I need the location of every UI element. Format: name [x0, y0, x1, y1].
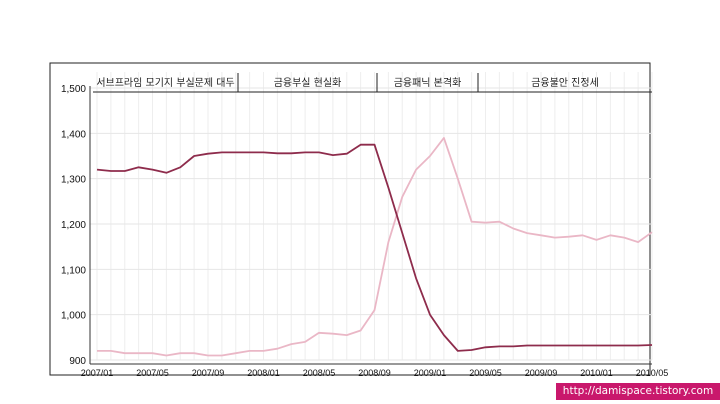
x-tick-label: 2007/09: [192, 368, 225, 378]
x-tick-label: 2009/09: [525, 368, 558, 378]
x-axis: 2007/01 2007/05 2007/09 2008/01 2008/05 2008/…: [81, 363, 669, 378]
y-tick-label: 1,000: [61, 311, 86, 322]
x-tick-label: 2008/01: [247, 368, 280, 378]
phase-band: 서브프라임 모기지 부실문제 대두 금융부실 현실화 금융패닉 본격화 금융불안 진정…: [93, 73, 652, 93]
grid: [90, 72, 653, 361]
x-tick-label: 2008/09: [358, 368, 391, 378]
plot-frame: [49, 62, 651, 376]
x-tick-label: 2007/01: [81, 368, 114, 378]
phase-label: 금융불안 진정세: [531, 77, 599, 89]
series-lines: [96, 136, 653, 357]
phase-label: 금융부실 현실화: [274, 77, 342, 89]
x-tick-label: 2010/05: [636, 368, 669, 378]
series-line: [97, 136, 653, 357]
y-tick-label: 1,100: [61, 265, 86, 276]
x-tick-label: 2007/05: [136, 368, 169, 378]
y-tick-label: 1,400: [61, 129, 86, 140]
watermark: http://damispace.tistory.com: [556, 383, 720, 400]
y-axis: 900 1,000 1,100 1,200 1,300 1,400 1,500: [61, 84, 91, 367]
y-tick-label: 1,300: [61, 175, 86, 186]
phase-label: 금융패닉 본격화: [394, 76, 462, 89]
y-tick-label: 1,500: [61, 84, 86, 95]
x-tick-label: 2010/01: [580, 368, 613, 378]
y-tick-label: 1,200: [61, 220, 86, 231]
x-tick-label: 2008/05: [303, 368, 336, 378]
x-tick-label: 2009/05: [469, 368, 502, 378]
series-line: [96, 143, 653, 352]
x-tick-label: 2009/01: [414, 368, 447, 378]
y-tick-label: 900: [69, 356, 86, 367]
phase-label: 서브프라임 모기지 부실문제 대두: [96, 76, 234, 89]
